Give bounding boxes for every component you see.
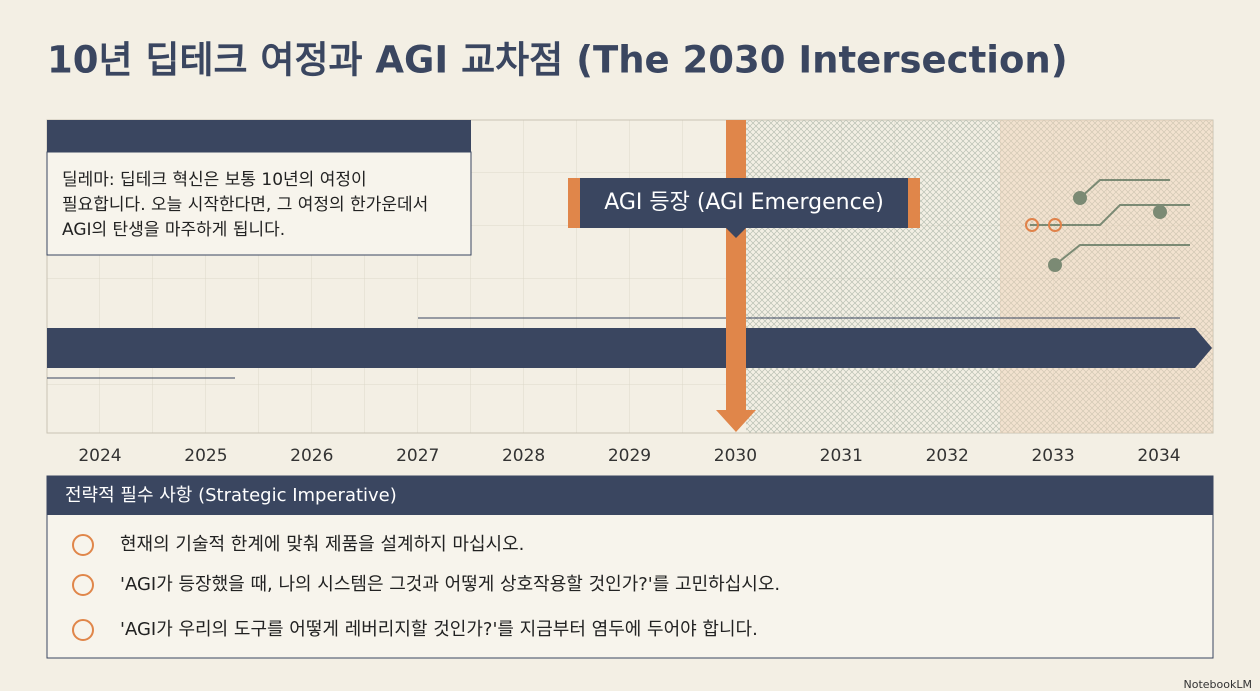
item-icon xyxy=(72,534,94,556)
marker-box xyxy=(568,178,920,228)
marker-pointer xyxy=(726,228,746,238)
item-text: 현재의 기술적 한계에 맞춰 제품을 설계하지 마십시오. xyxy=(120,534,524,555)
callout-box xyxy=(46,151,472,256)
year-label: 2033 xyxy=(1031,446,1074,466)
marker-cap xyxy=(908,178,920,228)
item-text: 'AGI가 우리의 도구를 어떻게 레버리지할 것인가?'를 지금부터 염두에 … xyxy=(120,619,758,640)
year-label: 2026 xyxy=(290,446,333,466)
year-label: 2024 xyxy=(78,446,121,466)
future-zone xyxy=(746,120,1213,433)
callout-line: 필요합니다. 오늘 시작한다면, 그 여정의 한가운데서 xyxy=(62,195,428,215)
item-icon xyxy=(72,574,94,596)
year-label: 2027 xyxy=(396,446,439,466)
year-axis: 2024 2025 2026 2027 2028 2029 2030 2031 2032 2033… xyxy=(78,446,1180,466)
item-text: 'AGI가 등장했을 때, 나의 시스템은 그것과 어떻게 상호작용할 것인가?… xyxy=(120,574,780,595)
strategy-heading: 전략적 필수 사항 (Strategic Imperative) xyxy=(65,485,397,506)
year-label: 2030 xyxy=(714,446,757,466)
year-label: 2034 xyxy=(1137,446,1180,466)
year-label: 2025 xyxy=(184,446,227,466)
marker-cap xyxy=(568,178,580,228)
year-label: 2031 xyxy=(820,446,863,466)
future-tint xyxy=(1000,120,1213,433)
callout-line: AGI의 탄생을 마주하게 됩니다. xyxy=(62,220,285,240)
title: 10년 딥테크 여정과 AGI 교차점 (The 2030 Intersecti… xyxy=(47,39,1068,82)
strategy-panel: 전략적 필수 사항 (Strategic Imperative) 현재의 기술적… xyxy=(46,475,1214,659)
callout-bar xyxy=(47,120,471,152)
circuit-icon xyxy=(1025,179,1190,272)
year-label: 2029 xyxy=(608,446,651,466)
callout-line: 딜레마: 딥테크 혁신은 보통 10년의 여정이 xyxy=(62,170,367,190)
item-icon xyxy=(72,619,94,641)
strategy-bar xyxy=(47,476,1213,515)
timeline-arrow xyxy=(47,328,1212,368)
marker-label: AGI 등장 (AGI Emergence) xyxy=(604,190,884,215)
year-label: 2032 xyxy=(926,446,969,466)
footer-brand: NotebookLM xyxy=(1184,678,1252,691)
year-label: 2028 xyxy=(502,446,545,466)
strategy-items: 현재의 기술적 한계에 맞춰 제품을 설계하지 마십시오. 'AGI가 등장했을 … xyxy=(72,534,780,641)
